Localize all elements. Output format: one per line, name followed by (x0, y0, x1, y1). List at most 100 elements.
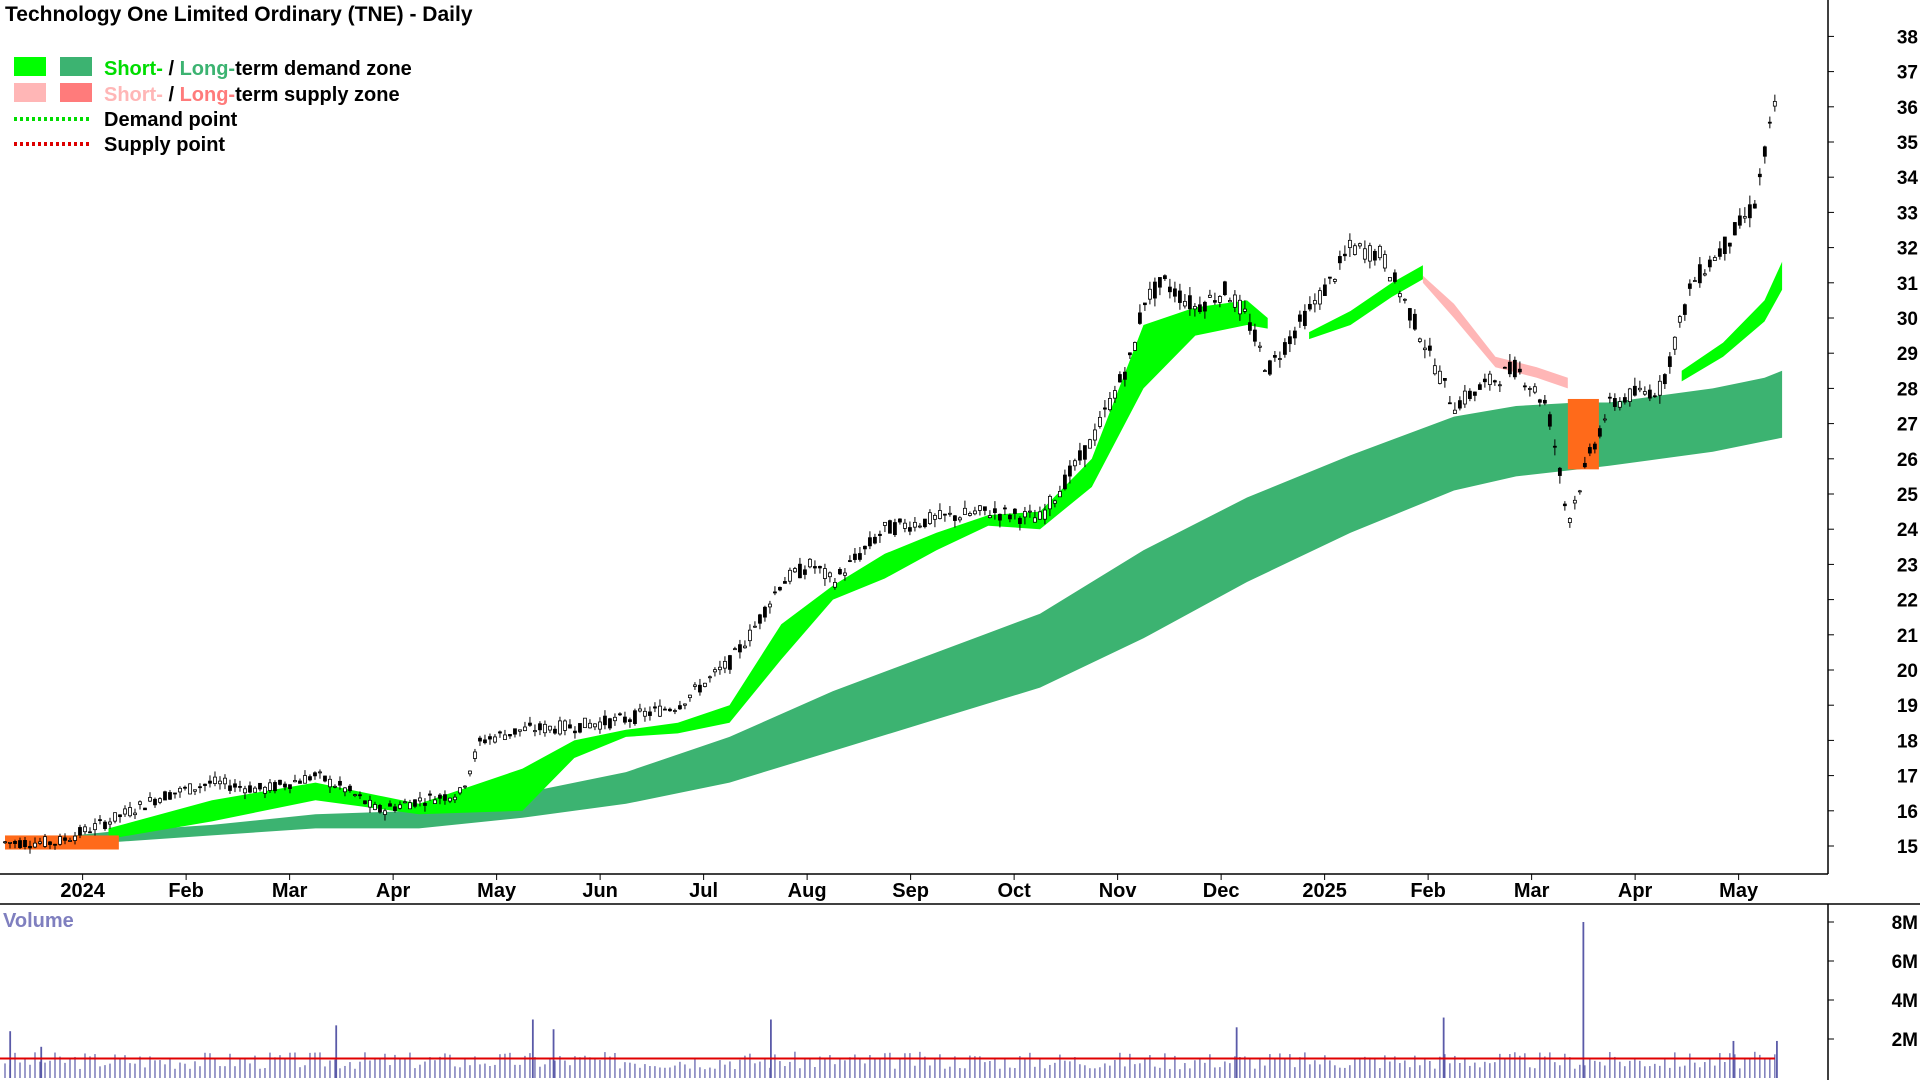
candle-body (993, 508, 997, 514)
candle-body (123, 808, 127, 815)
candle-body (663, 708, 667, 711)
candle-body (808, 558, 812, 568)
candle-body (703, 682, 707, 687)
x-tick-label: May (1719, 880, 1759, 902)
candle-body (458, 787, 462, 794)
candle-body (1502, 366, 1507, 369)
candle-body (1442, 378, 1447, 381)
candle-body (1402, 298, 1407, 301)
candle-body (488, 736, 492, 740)
x-tick-labels: 2024 Feb Mar Apr May Jun Jul Aug Sep Oct Nov Dec 202… (60, 874, 1759, 902)
candle-body (58, 836, 62, 845)
candle-body (1692, 280, 1697, 282)
candle-body (548, 725, 552, 731)
candle-body (403, 801, 407, 804)
candle-body (1702, 273, 1707, 276)
candle-body (1767, 121, 1772, 124)
candle-body (1667, 356, 1672, 367)
candle-body (273, 782, 277, 792)
candle-body (648, 711, 652, 716)
candle-body (1392, 272, 1397, 282)
candle-body (1158, 277, 1162, 288)
candle-body (1217, 296, 1222, 303)
candle-body (1237, 299, 1242, 315)
candle-body (968, 513, 972, 516)
price-y-tick-label: 18 (1897, 731, 1918, 752)
candle-body (1567, 518, 1572, 523)
candle-body (358, 794, 362, 797)
candle-body (153, 798, 157, 806)
candlestick-layer (3, 94, 1777, 854)
candle-body (1532, 386, 1537, 393)
candle-body (1757, 173, 1762, 178)
x-tick-label: Jun (582, 880, 618, 902)
candle-body (1123, 371, 1127, 380)
candle-body (758, 614, 762, 624)
candle-body (1607, 396, 1612, 399)
candle-body (1437, 370, 1442, 384)
volume-y-tick-labels: 2M 4M 6M 8M (1828, 913, 1918, 1051)
candle-body (163, 791, 167, 801)
candle-body (683, 703, 687, 706)
legend-supply-rest: term supply zone (235, 84, 399, 106)
price-y-tick-label: 20 (1897, 661, 1918, 682)
candle-body (1093, 429, 1097, 441)
candle-body (1307, 303, 1312, 310)
legend-supply-long: Long- (180, 84, 236, 106)
candle-body (843, 572, 847, 576)
candle-body (38, 841, 42, 844)
candle-body (218, 780, 222, 785)
candle-body (533, 730, 537, 733)
candle-body (1617, 401, 1622, 408)
candle-body (1522, 385, 1527, 388)
candle-body (1003, 507, 1007, 510)
candle-body (28, 845, 32, 849)
candle-body (723, 660, 727, 669)
candle-body (68, 840, 72, 842)
candle-body (863, 545, 867, 550)
candle-body (813, 566, 817, 569)
candle-body (118, 814, 122, 818)
price-y-tick-label: 23 (1897, 555, 1918, 576)
chart-title: Technology One Limited Ordinary (TNE) - … (5, 3, 473, 26)
candle-body (738, 644, 742, 653)
candle-body (1642, 391, 1647, 395)
candle-body (278, 779, 282, 785)
candle-body (653, 706, 657, 709)
candle-body (1138, 312, 1142, 324)
candle-body (418, 797, 422, 802)
candle-body (63, 837, 67, 841)
candle-body (743, 645, 747, 649)
candle-body (1297, 314, 1302, 322)
candle-body (348, 785, 352, 792)
price-y-tick-label: 19 (1897, 696, 1918, 717)
price-y-tick-label: 33 (1897, 203, 1918, 224)
candle-body (1168, 286, 1172, 293)
candle-body (838, 569, 842, 575)
candle-body (538, 723, 542, 731)
candle-body (1572, 499, 1577, 504)
candle-body (438, 794, 442, 799)
price-y-tick-label: 28 (1897, 379, 1918, 400)
candle-body (693, 684, 697, 687)
candle-body (963, 507, 967, 515)
candle-body (1612, 398, 1617, 407)
price-y-tick-label: 27 (1897, 415, 1918, 436)
candle-body (1108, 398, 1112, 411)
candle-body (1487, 373, 1492, 386)
candle-body (768, 603, 772, 608)
candle-body (1457, 400, 1462, 409)
candle-body (1387, 277, 1392, 282)
x-tick-label: Feb (1410, 880, 1446, 902)
short-demand-zone-2 (1309, 265, 1423, 340)
candle-body (1337, 256, 1342, 264)
candle-body (93, 823, 97, 831)
candle-body (718, 666, 722, 671)
candle-body (1053, 500, 1057, 504)
legend-supply-sep: / (163, 84, 180, 106)
candle-body (1347, 239, 1352, 249)
candle-body (13, 841, 17, 844)
candle-body (948, 512, 952, 515)
candle-body (3, 841, 7, 844)
